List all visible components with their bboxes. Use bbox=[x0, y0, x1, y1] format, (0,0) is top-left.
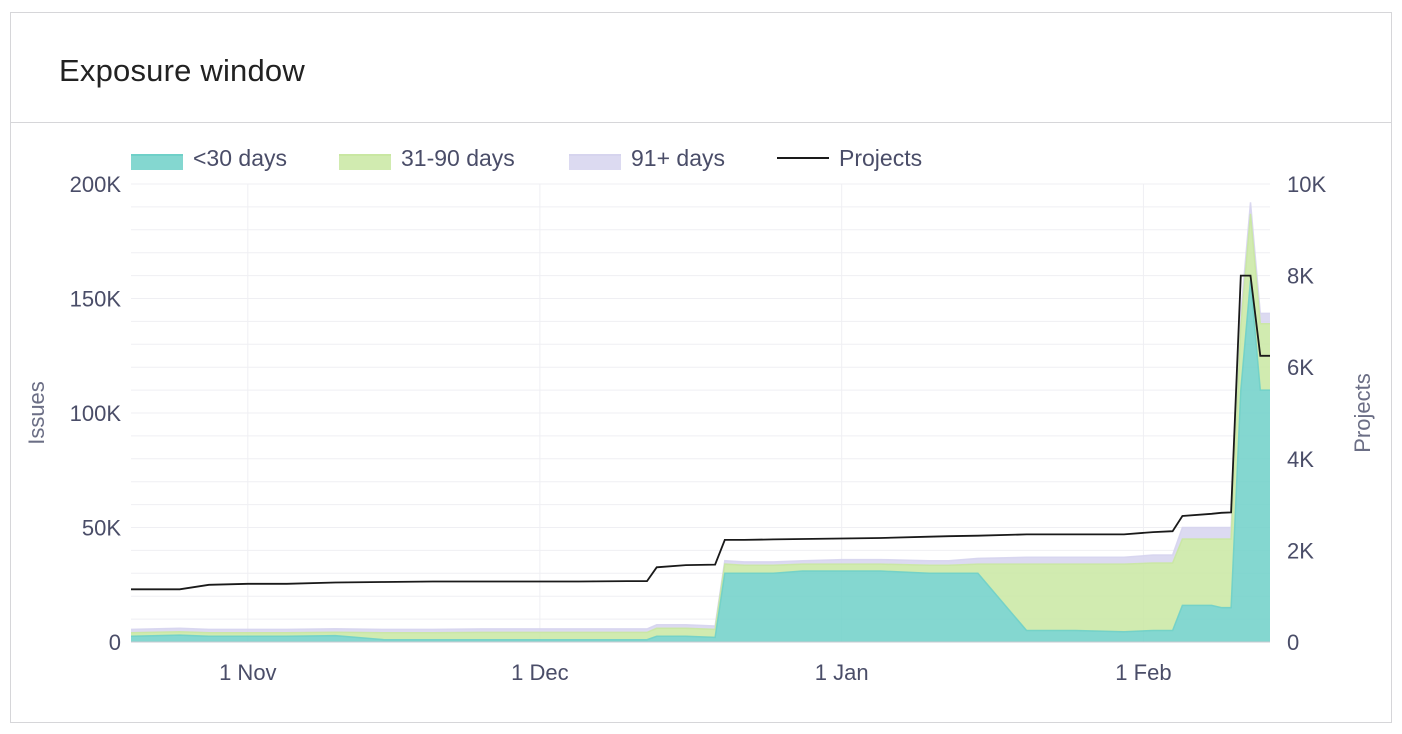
legend-swatch bbox=[339, 155, 391, 170]
x-tick-label: 1 Jan bbox=[815, 660, 869, 685]
y-right-tick-label: 6K bbox=[1287, 355, 1314, 380]
x-tick-label: 1 Dec bbox=[511, 660, 568, 685]
legend-label: <30 days bbox=[193, 145, 287, 171]
y-right-tick-label: 8K bbox=[1287, 264, 1314, 289]
legend-label: 91+ days bbox=[631, 145, 725, 171]
legend-label: 31-90 days bbox=[401, 145, 515, 171]
card-title: Exposure window bbox=[59, 53, 305, 88]
area-outline bbox=[130, 280, 1270, 641]
legend-swatch bbox=[569, 155, 621, 170]
y-right-axis-title: Projects bbox=[1350, 373, 1375, 452]
y-right-tick-label: 4K bbox=[1287, 447, 1314, 472]
x-tick-label: 1 Feb bbox=[1115, 660, 1171, 685]
y-left-tick-label: 50K bbox=[82, 516, 121, 541]
y-left-tick-label: 0 bbox=[109, 630, 121, 655]
y-right-tick-label: 10K bbox=[1287, 172, 1326, 197]
area-outline bbox=[130, 213, 1270, 634]
x-tick-label: 1 Nov bbox=[219, 660, 276, 685]
line-series-projects bbox=[131, 274, 1270, 591]
card-header: Exposure window bbox=[11, 13, 1391, 123]
y-left-tick-label: 100K bbox=[70, 401, 122, 426]
legend-swatch bbox=[131, 155, 183, 170]
y-right-tick-label: 2K bbox=[1287, 538, 1314, 563]
y-right-tick-label: 0 bbox=[1287, 630, 1299, 655]
legend-label: Projects bbox=[839, 145, 922, 171]
y-left-axis-title: Issues bbox=[24, 381, 49, 445]
area-series-31-90-days bbox=[131, 213, 1270, 640]
y-left-tick-label: 150K bbox=[70, 287, 122, 312]
area-outline bbox=[130, 202, 1270, 631]
y-left-tick-label: 200K bbox=[70, 172, 122, 197]
